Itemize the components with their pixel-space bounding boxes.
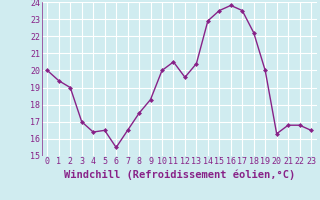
X-axis label: Windchill (Refroidissement éolien,°C): Windchill (Refroidissement éolien,°C) — [64, 169, 295, 180]
